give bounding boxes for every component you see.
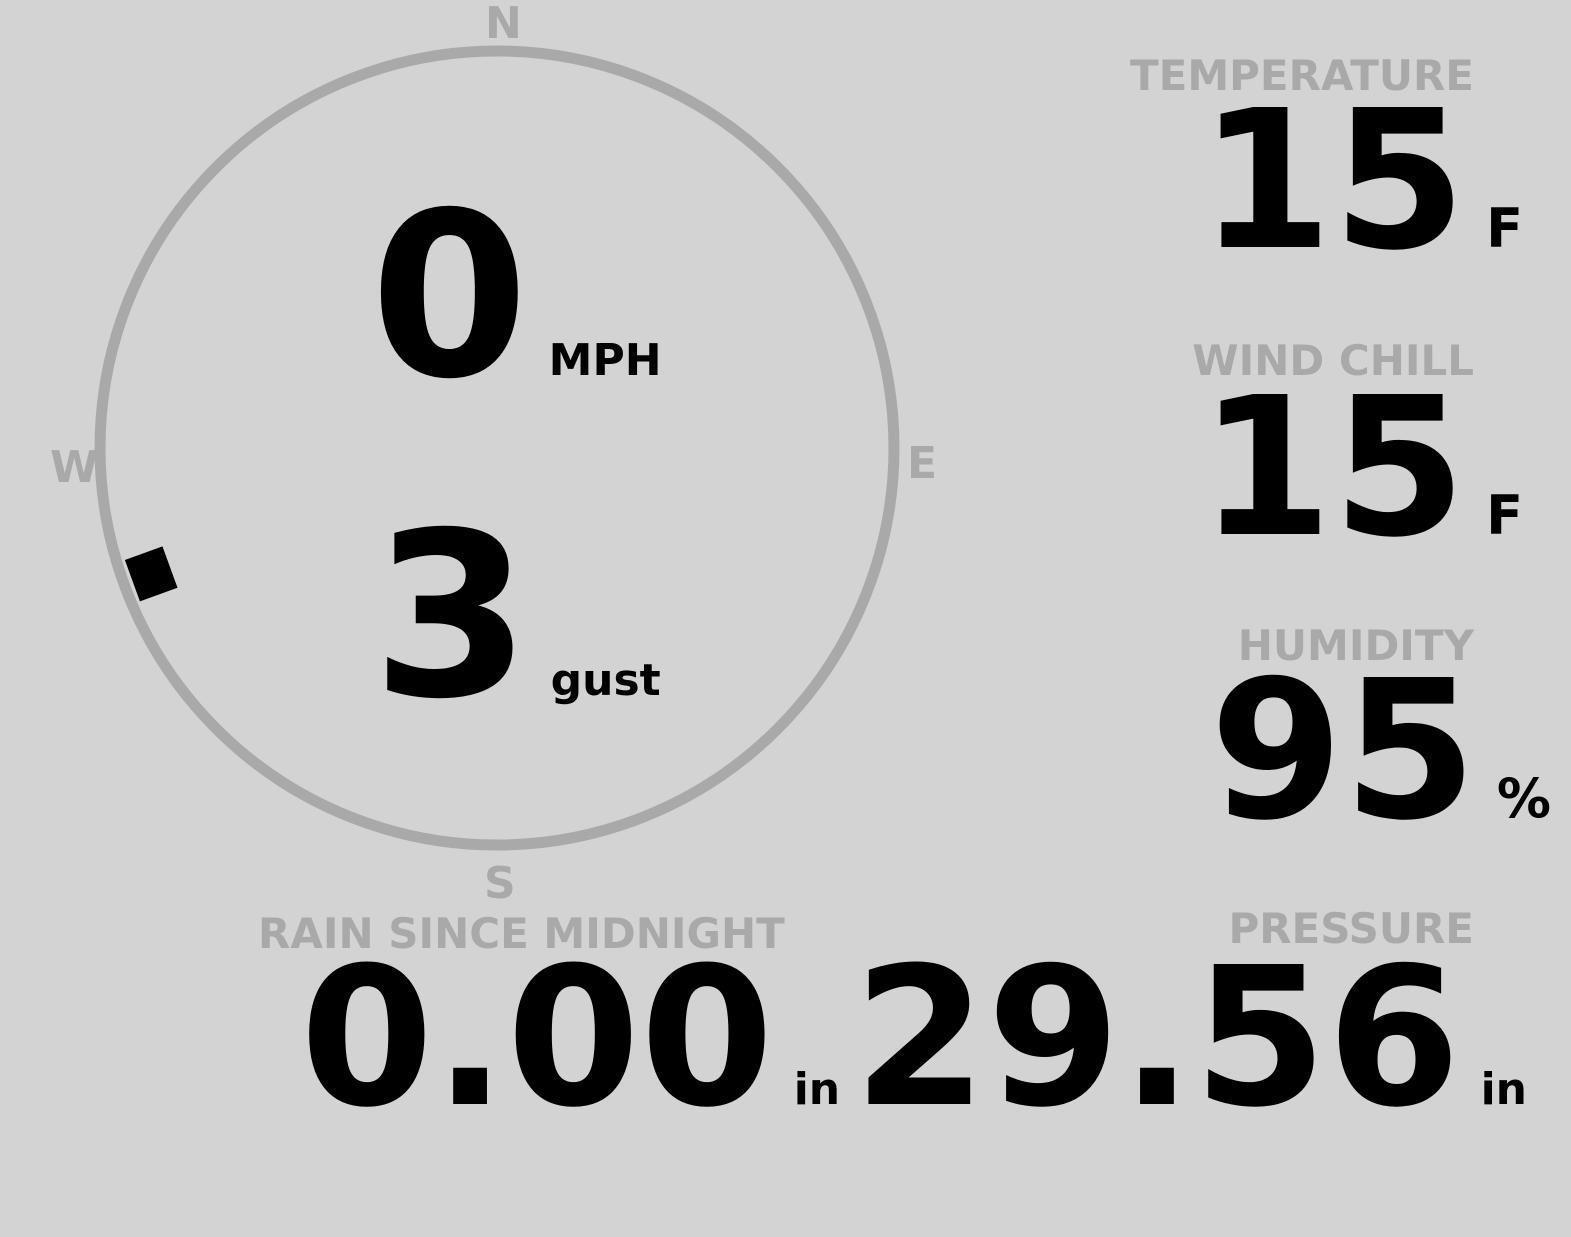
- wind-direction-marker: [124, 546, 178, 602]
- rain-label: RAIN SINCE MIDNIGHT: [258, 909, 785, 958]
- pressure-value: 29.56: [853, 927, 1461, 1150]
- wind-gust-value: 3: [372, 483, 531, 749]
- humidity-label: HUMIDITY: [1237, 621, 1474, 670]
- wind-chill-value: 15: [1198, 357, 1467, 580]
- humidity-value: 95: [1209, 640, 1477, 863]
- wind-chill-unit: F: [1486, 484, 1523, 547]
- temperature-reading: 15 F: [1198, 70, 1523, 293]
- temperature-label: TEMPERATURE: [1130, 51, 1474, 100]
- compass-south: S: [484, 858, 516, 909]
- wind-gust-unit: gust: [550, 655, 661, 706]
- compass-north: N: [485, 0, 522, 49]
- wind-chill-label: WIND CHILL: [1192, 336, 1474, 385]
- humidity-reading: 95 %: [1209, 640, 1551, 863]
- humidity-unit: %: [1496, 767, 1551, 830]
- wind-gust-reading: 3 gust: [372, 483, 661, 749]
- pressure-unit: in: [1480, 1064, 1527, 1115]
- compass-dial: [94, 45, 900, 851]
- rain-reading: 0.00 in: [300, 927, 841, 1150]
- compass-west: W: [50, 442, 99, 493]
- wind-speed-reading: 0 MPH: [370, 163, 662, 429]
- temperature-unit: F: [1486, 197, 1523, 260]
- wind-chill-reading: 15 F: [1198, 357, 1523, 580]
- compass-east: E: [907, 438, 938, 489]
- compass-ring: [94, 45, 900, 851]
- temperature-value: 15: [1198, 70, 1467, 293]
- rain-unit: in: [793, 1064, 841, 1115]
- rain-value: 0.00: [300, 927, 774, 1150]
- wind-speed-value: 0: [370, 163, 529, 429]
- pressure-label: PRESSURE: [1228, 904, 1474, 953]
- pressure-reading: 29.56 in: [853, 927, 1527, 1150]
- wind-speed-unit: MPH: [548, 335, 662, 386]
